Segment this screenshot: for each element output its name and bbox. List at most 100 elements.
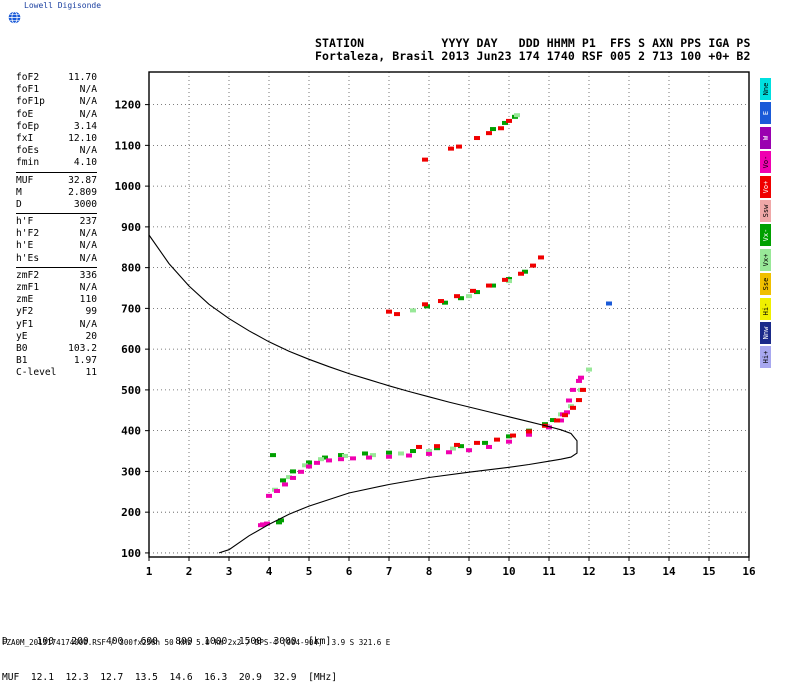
echo-point	[576, 378, 582, 383]
echo-point	[370, 453, 376, 458]
x-tick-label: 7	[386, 565, 393, 578]
echo-point	[514, 113, 520, 118]
param-value: N/A	[79, 318, 97, 330]
legend-item-w: W	[760, 126, 771, 149]
echo-point	[482, 440, 488, 445]
echo-point	[486, 283, 492, 288]
param-value: 3000	[73, 198, 97, 210]
x-tick-label: 2	[186, 565, 193, 578]
param-name: fmin	[16, 157, 40, 169]
echo-point	[474, 290, 480, 295]
header-line-2: Fortaleza, Brasil 2013 Jun23 174 1740 RS…	[315, 49, 751, 63]
echo-point	[386, 309, 392, 314]
parameter-panel: foF2 11.70 foF1 N/A foF1p N/A foE N/A foEp 3.14 fx…	[16, 72, 97, 380]
legend-item-e: E	[760, 102, 771, 125]
param-row-foes: foEs N/A	[16, 145, 97, 157]
logo-text: Lowell Digisonde	[24, 1, 102, 10]
param-value: N/A	[79, 282, 97, 293]
echo-point	[394, 312, 400, 317]
echo-point	[554, 418, 560, 423]
echo-point	[466, 448, 472, 453]
echo-point	[558, 418, 564, 423]
echo-point	[446, 450, 452, 455]
param-name: foEs	[16, 145, 40, 157]
trace-series-1	[272, 113, 592, 492]
param-name: yE	[16, 330, 28, 342]
polarization-legend: Nne E W Vo- Vo+ Ssw Vx- Vx+ Sse Hi- Nnw Hi+	[760, 78, 771, 371]
chart-ticks: 1 2 3 4 5 6 7 8 9 10 11 12 13 14 15 1610020030040050060…	[115, 99, 756, 578]
echo-point	[366, 455, 372, 460]
y-tick-label: 400	[121, 425, 141, 438]
file-footer: FZA0M_2013174174000.RSF / 300fx256h 50 k…	[2, 638, 391, 647]
y-tick-label: 1000	[115, 180, 142, 193]
legend-item-vxminus: Vx-	[760, 224, 771, 247]
echo-point	[486, 444, 492, 449]
echo-point	[506, 439, 512, 444]
x-tick-label: 12	[582, 565, 595, 578]
x-tick-label: 1	[146, 565, 153, 578]
echo-point	[490, 127, 496, 132]
y-tick-label: 1200	[115, 99, 142, 112]
y-tick-label: 500	[121, 384, 141, 397]
echo-point	[426, 449, 432, 454]
param-name: foF1p	[16, 96, 45, 108]
plot-frame	[148, 71, 750, 558]
x-tick-label: 11	[542, 565, 556, 578]
echo-point	[466, 294, 472, 299]
echo-point	[470, 288, 476, 293]
param-value: 20	[85, 330, 97, 342]
echo-point	[454, 294, 460, 299]
param-value: 12.10	[68, 132, 97, 144]
legend-item-vominus: Vo-	[760, 151, 771, 174]
echo-traces	[258, 113, 612, 528]
param-name: foF1	[16, 84, 40, 96]
legend-item-nne: Nne	[760, 78, 771, 100]
param-value: 3.14	[73, 120, 97, 132]
param-name: C-level	[16, 367, 57, 379]
y-tick-label: 1100	[115, 139, 142, 152]
param-value: 237	[79, 216, 97, 228]
param-row-foe: foE N/A	[16, 109, 97, 121]
param-value: 11.70	[68, 72, 97, 83]
x-tick-label: 3	[226, 565, 233, 578]
echo-point	[562, 413, 568, 418]
param-row-zmf1: zmF1 N/A	[16, 282, 97, 294]
echo-point	[438, 299, 444, 304]
echo-point	[306, 460, 312, 465]
legend-item-himinus: Hi-	[760, 297, 771, 320]
echo-point	[518, 271, 524, 276]
echo-point	[434, 444, 440, 449]
echo-point	[522, 269, 528, 274]
echo-point	[530, 263, 536, 268]
y-tick-label: 100	[121, 547, 141, 560]
param-row-hes: h'Es N/A	[16, 253, 97, 265]
echo-point	[456, 144, 462, 149]
legend-label: Vx+	[761, 253, 770, 267]
param-name: B0	[16, 342, 28, 354]
echo-point	[406, 453, 412, 458]
y-tick-label: 600	[121, 343, 141, 356]
echo-point	[510, 433, 516, 438]
echo-point	[458, 444, 464, 449]
echo-point	[506, 277, 512, 282]
param-name: M	[16, 186, 22, 198]
trace-series-2	[258, 375, 584, 528]
echo-point	[586, 367, 592, 372]
param-divider	[16, 171, 97, 173]
x-tick-label: 6	[346, 565, 353, 578]
param-name: foEp	[16, 120, 40, 132]
echo-point	[490, 283, 496, 288]
legend-label: Vo-	[761, 155, 770, 169]
echo-point	[264, 521, 270, 526]
echo-point	[326, 458, 332, 463]
param-value: 1.97	[73, 355, 97, 367]
legend-item-vxplus: Vx+	[760, 248, 771, 271]
echo-point	[526, 432, 532, 437]
echo-point	[398, 451, 404, 456]
echo-point	[450, 446, 456, 451]
param-row-b0: B0 103.2	[16, 343, 97, 355]
param-row-foep: foEp 3.14	[16, 121, 97, 133]
globe-icon	[8, 9, 21, 28]
x-tick-label: 16	[742, 565, 756, 578]
echo-point	[260, 522, 266, 527]
